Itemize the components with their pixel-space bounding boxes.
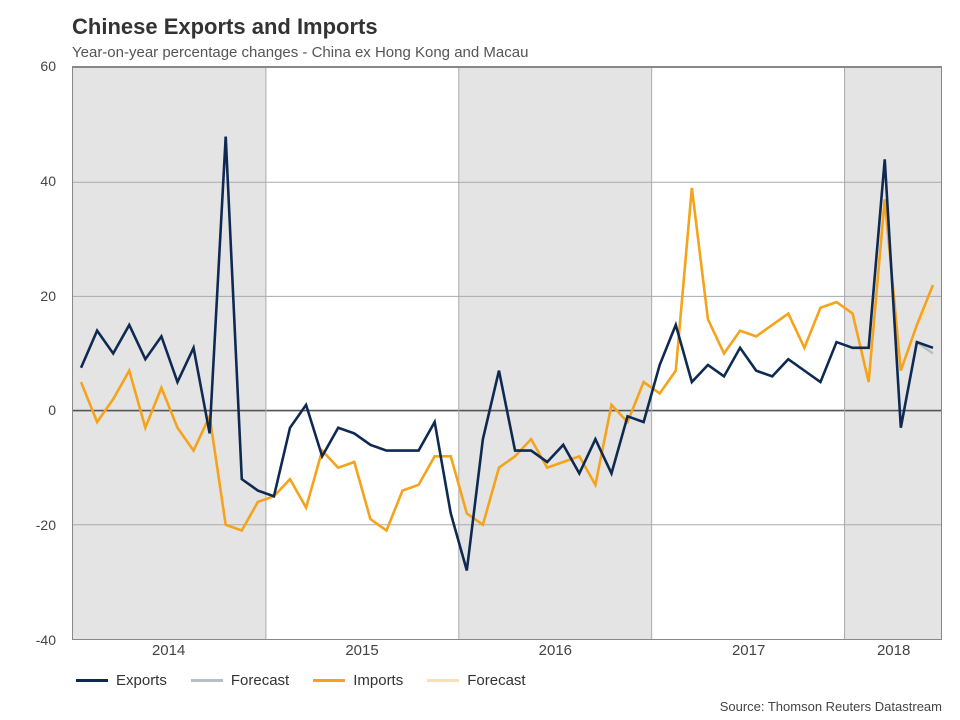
legend-swatch (427, 679, 459, 682)
legend-label: Imports (353, 672, 403, 689)
legend-label: Forecast (231, 672, 289, 689)
x-tick-label: 2015 (345, 642, 378, 659)
y-tick-label: 20 (40, 288, 56, 304)
legend-label: Exports (116, 672, 167, 689)
chart-title: Chinese Exports and Imports (72, 14, 528, 40)
x-tick-label: 2014 (152, 642, 185, 659)
legend-item: Imports (313, 672, 403, 689)
plot-svg (73, 68, 941, 639)
y-tick-label: 0 (48, 402, 56, 418)
legend-item: Forecast (427, 672, 525, 689)
legend-item: Exports (76, 672, 167, 689)
legend-item: Forecast (191, 672, 289, 689)
x-tick-label: 2018 (877, 642, 910, 659)
y-tick-label: 40 (40, 173, 56, 189)
y-axis-labels: -40-200204060 (0, 66, 66, 640)
chart-subtitle: Year-on-year percentage changes - China … (72, 44, 528, 61)
legend: Exports Forecast Imports Forecast (72, 668, 942, 692)
legend-swatch (76, 679, 108, 682)
y-tick-label: -40 (36, 632, 56, 648)
source-text: Source: Thomson Reuters Datastream (720, 699, 942, 714)
x-axis-labels: 2014 2015 2016 2017 2018 (72, 642, 942, 664)
plot-area (72, 66, 942, 640)
legend-swatch (313, 679, 345, 682)
y-tick-label: 60 (40, 58, 56, 74)
legend-swatch (191, 679, 223, 682)
title-block: Chinese Exports and Imports Year-on-year… (72, 14, 528, 61)
y-tick-label: -20 (36, 517, 56, 533)
x-tick-label: 2017 (732, 642, 765, 659)
chart-container: Chinese Exports and Imports Year-on-year… (0, 0, 960, 720)
legend-label: Forecast (467, 672, 525, 689)
x-tick-label: 2016 (539, 642, 572, 659)
